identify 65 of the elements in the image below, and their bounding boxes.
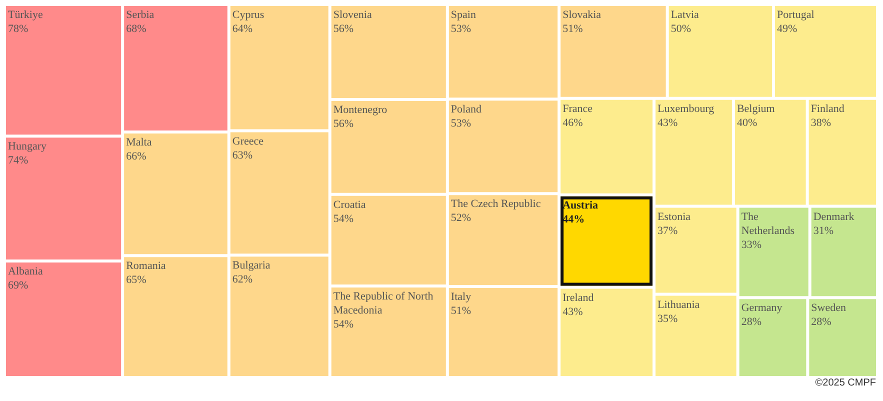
data-label: 28% [741,316,762,328]
category-label: Bulgaria [232,260,270,272]
category-label: Poland [450,104,482,116]
data-label: 40% [736,116,758,129]
category-label: Portugal [776,9,814,21]
data-label: 53% [450,118,472,130]
category-label: Denmark [813,210,855,223]
category-label: Montenegro [333,104,388,116]
category-label: Slovakia [562,9,602,21]
category-label: Sweden [811,302,846,314]
data-label: 46% [562,116,583,129]
category-label: Belgium [736,102,776,115]
category-label: Romania [126,260,166,272]
data-label: 51% [562,23,583,35]
data-label: 74% [8,154,28,167]
data-label: 64% [232,23,253,35]
category-label: Albania [8,266,43,278]
data-label: 54% [333,212,354,225]
category-label: Türkiye [8,9,43,21]
data-label: 51% [450,304,472,317]
data-label: 44% [562,213,585,226]
category-label: Spain [450,9,476,21]
data-label: 65% [126,274,146,286]
data-label: 53% [450,23,472,35]
category-label: Austria [562,199,599,212]
data-label: 50% [670,23,692,35]
category-label: The Czech Republic [450,198,541,210]
category-label: The Republic of North Macedonia [333,290,436,316]
data-label: 28% [811,316,832,328]
category-label: France [562,102,593,115]
category-label: Slovenia [333,9,372,21]
data-label: 54% [333,318,354,330]
data-label: 69% [8,280,28,292]
category-label: Germany [741,302,783,314]
category-label: Greece [232,135,264,148]
category-label: Luxembourg [658,102,715,115]
data-label: 62% [232,274,253,286]
data-label: 66% [126,150,146,162]
text: ©2025 CMPF [815,378,876,388]
data-label: 68% [126,23,146,35]
category-label: Cyprus [232,9,264,21]
category-label: Finland [810,102,845,115]
data-label: 49% [776,23,798,35]
data-label: 56% [333,118,354,130]
data-label: 33% [741,238,762,251]
category-label: Estonia [658,210,691,223]
data-label: 52% [450,212,472,224]
category-label: Croatia [333,198,366,211]
category-label: Hungary [8,140,47,153]
data-label: 43% [562,306,583,318]
data-label: 35% [658,312,678,325]
category-label: The Netherlands [741,210,794,237]
data-label: 56% [333,23,354,35]
data-label: 31% [813,224,834,237]
category-label: Latvia [670,9,700,21]
category-label: Lithuania [658,298,700,311]
data-label: 78% [8,23,28,35]
data-label: 38% [810,116,831,129]
category-label: Serbia [126,9,154,21]
category-label: Malta [126,136,152,148]
category-label: Italy [450,290,472,303]
data-label: 43% [658,116,678,129]
data-label: 63% [232,149,253,162]
category-label: Ireland [562,292,594,304]
data-label: 37% [658,224,678,237]
